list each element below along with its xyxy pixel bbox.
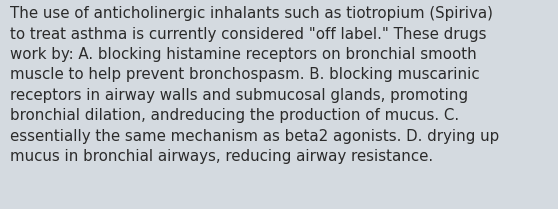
Text: The use of anticholinergic inhalants such as tiotropium (Spiriva)
to treat asthm: The use of anticholinergic inhalants suc… bbox=[10, 6, 499, 164]
